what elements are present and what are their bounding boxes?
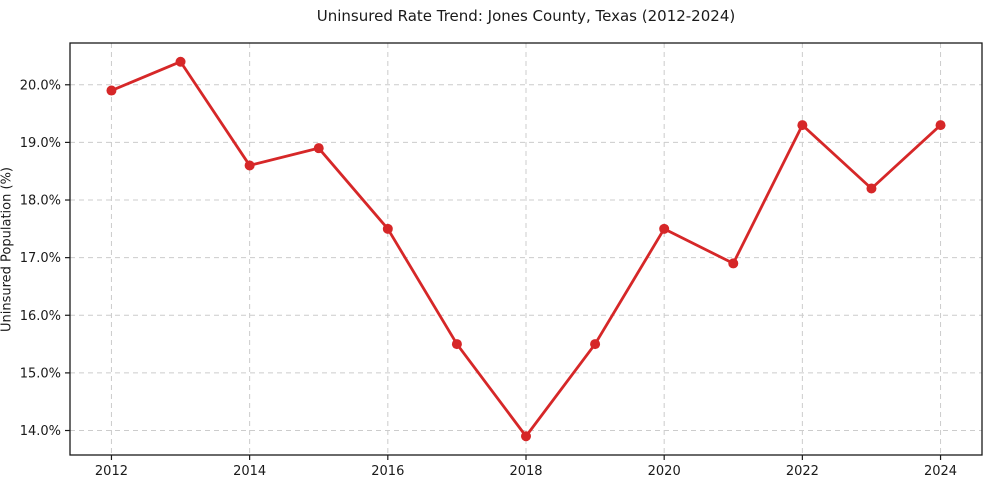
data-point [175, 56, 186, 67]
data-point [313, 143, 324, 154]
data-point [659, 223, 670, 234]
y-tick-label: 18.0% [20, 194, 61, 209]
data-point [521, 431, 531, 442]
data-point [728, 258, 739, 269]
x-tick-label: 2014 [233, 464, 266, 479]
y-tick-label: 20.0% [20, 78, 61, 93]
y-tick-label: 15.0% [20, 366, 61, 381]
data-point [244, 160, 255, 171]
axes-spines [69, 42, 983, 456]
x-tick-label: 2020 [648, 464, 681, 479]
x-tick-label: 2016 [371, 464, 404, 479]
x-tick-label: 2022 [786, 464, 819, 479]
data-point [106, 85, 117, 96]
data-point [590, 339, 601, 350]
data-point [797, 120, 808, 131]
y-tick-label: 16.0% [20, 309, 61, 324]
y-tick-label: 17.0% [20, 251, 61, 266]
y-tick-label: 19.0% [20, 136, 61, 151]
data-point [382, 223, 393, 234]
x-tick-label: 2018 [509, 464, 542, 479]
chart-title: Uninsured Rate Trend: Jones County, Texa… [316, 7, 736, 25]
y-tick-label: 14.0% [20, 424, 61, 439]
data-point [935, 120, 946, 131]
x-tick-label: 2012 [95, 464, 128, 479]
data-point [866, 183, 877, 194]
x-tick-label: 2024 [924, 464, 957, 479]
data-point [451, 339, 462, 350]
